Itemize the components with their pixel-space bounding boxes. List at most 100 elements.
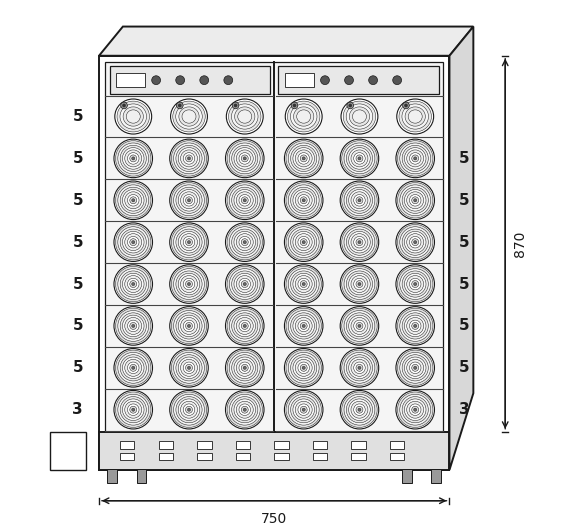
Circle shape <box>227 141 262 176</box>
Circle shape <box>243 282 246 286</box>
Circle shape <box>171 141 207 176</box>
Circle shape <box>232 271 258 297</box>
Circle shape <box>132 324 135 328</box>
Circle shape <box>122 190 144 211</box>
Circle shape <box>170 348 208 387</box>
Bar <box>313 441 327 449</box>
Circle shape <box>236 192 253 209</box>
Circle shape <box>288 143 319 174</box>
Bar <box>390 441 404 449</box>
Circle shape <box>114 348 152 387</box>
Circle shape <box>116 141 151 176</box>
Circle shape <box>356 406 363 413</box>
Circle shape <box>130 322 137 329</box>
Circle shape <box>344 311 375 341</box>
Circle shape <box>290 355 317 381</box>
Circle shape <box>286 350 321 386</box>
Circle shape <box>342 141 377 176</box>
Circle shape <box>404 104 408 107</box>
Circle shape <box>412 406 419 413</box>
Circle shape <box>293 148 315 169</box>
Circle shape <box>393 76 401 84</box>
Circle shape <box>236 276 253 293</box>
Circle shape <box>114 181 152 219</box>
Circle shape <box>232 102 239 109</box>
Circle shape <box>239 278 251 290</box>
Circle shape <box>187 282 190 286</box>
Circle shape <box>178 315 200 337</box>
Circle shape <box>183 194 195 206</box>
Circle shape <box>404 148 426 169</box>
Bar <box>402 469 412 483</box>
Circle shape <box>409 194 421 206</box>
Circle shape <box>118 143 149 174</box>
Circle shape <box>176 271 202 297</box>
Circle shape <box>402 187 428 213</box>
Circle shape <box>348 273 370 295</box>
Circle shape <box>396 139 435 178</box>
Circle shape <box>232 397 258 423</box>
Circle shape <box>293 273 315 295</box>
Circle shape <box>402 355 428 381</box>
Circle shape <box>402 229 428 255</box>
Circle shape <box>298 194 309 206</box>
Circle shape <box>116 350 151 386</box>
Ellipse shape <box>171 99 208 134</box>
Bar <box>159 441 173 449</box>
Circle shape <box>128 320 139 332</box>
Circle shape <box>402 271 428 297</box>
Circle shape <box>232 229 258 255</box>
Circle shape <box>225 265 264 303</box>
Circle shape <box>181 401 197 418</box>
Circle shape <box>344 76 354 84</box>
Circle shape <box>176 187 202 213</box>
Circle shape <box>397 392 433 427</box>
Circle shape <box>178 190 200 211</box>
Circle shape <box>302 241 305 244</box>
Circle shape <box>413 408 417 411</box>
Circle shape <box>171 392 207 427</box>
Circle shape <box>170 390 208 429</box>
Circle shape <box>183 278 195 290</box>
Circle shape <box>412 280 419 287</box>
Ellipse shape <box>288 101 320 132</box>
Ellipse shape <box>341 99 378 134</box>
Circle shape <box>290 397 317 423</box>
Circle shape <box>354 278 365 290</box>
Circle shape <box>346 187 373 213</box>
Circle shape <box>302 408 305 411</box>
Ellipse shape <box>346 104 373 129</box>
Text: 5: 5 <box>72 151 83 166</box>
Circle shape <box>285 390 323 429</box>
Circle shape <box>178 399 200 421</box>
Circle shape <box>354 362 365 374</box>
Circle shape <box>118 395 149 425</box>
Circle shape <box>358 324 361 328</box>
Circle shape <box>340 348 379 387</box>
Circle shape <box>176 355 202 381</box>
Circle shape <box>242 239 248 246</box>
Circle shape <box>186 322 193 329</box>
Circle shape <box>358 366 361 370</box>
Circle shape <box>132 366 135 370</box>
Bar <box>99 56 450 470</box>
Circle shape <box>232 313 258 339</box>
Circle shape <box>183 362 195 374</box>
Ellipse shape <box>397 99 434 134</box>
Circle shape <box>152 76 160 84</box>
Circle shape <box>120 355 147 381</box>
Circle shape <box>132 282 135 286</box>
Circle shape <box>122 399 144 421</box>
Circle shape <box>243 324 246 328</box>
Circle shape <box>227 350 262 386</box>
Circle shape <box>120 313 147 339</box>
Circle shape <box>286 392 321 427</box>
Text: 750: 750 <box>261 512 288 526</box>
Circle shape <box>348 190 370 211</box>
Circle shape <box>178 273 200 295</box>
Circle shape <box>397 141 433 176</box>
Circle shape <box>344 353 375 383</box>
Circle shape <box>229 143 260 174</box>
Circle shape <box>174 353 204 383</box>
Circle shape <box>340 139 379 178</box>
